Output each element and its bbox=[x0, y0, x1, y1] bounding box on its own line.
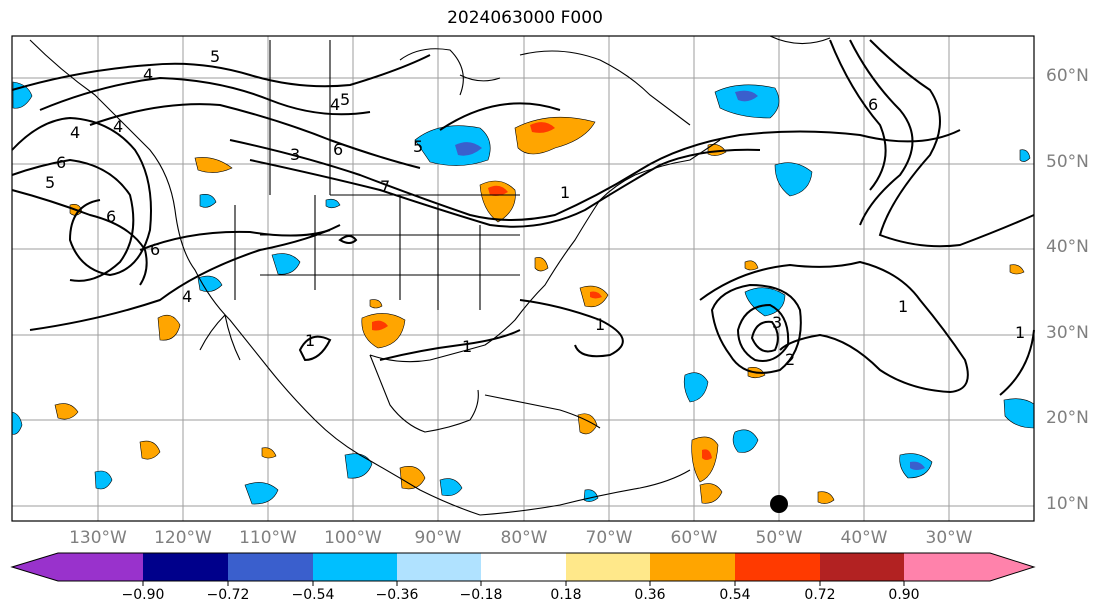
colorbar-tick-label: 0.90 bbox=[888, 587, 920, 603]
contour-label: 6 bbox=[150, 240, 160, 259]
lat-label: 20°N bbox=[1046, 408, 1089, 428]
colorbar-tick-label: 0.72 bbox=[804, 587, 836, 603]
contour-lines bbox=[11, 39, 1035, 396]
contour-label: 1 bbox=[560, 183, 570, 202]
contour-label: 6 bbox=[333, 140, 343, 159]
contour-label: 1 bbox=[462, 337, 472, 356]
lon-label: 30°W bbox=[925, 528, 973, 548]
lon-label: 50°W bbox=[755, 528, 803, 548]
contour-label: 4 bbox=[70, 123, 80, 142]
contour-label: 4 bbox=[182, 287, 192, 306]
graticule bbox=[12, 36, 1034, 521]
lon-label: 70°W bbox=[585, 528, 633, 548]
contour-label: 6 bbox=[868, 95, 878, 114]
contour-label: 4 bbox=[113, 117, 123, 136]
contour-label: 5 bbox=[210, 47, 220, 66]
contour-label: 5 bbox=[340, 90, 350, 109]
contour-label: 7 bbox=[380, 177, 390, 196]
colorbar-tick-label: −0.18 bbox=[459, 587, 503, 603]
colorbar-tick-label: 0.54 bbox=[719, 587, 751, 603]
contour-label: 3 bbox=[290, 145, 300, 164]
lat-label: 50°N bbox=[1046, 152, 1089, 172]
lon-label: 100°W bbox=[324, 528, 382, 548]
colorbar-tick-label: −0.36 bbox=[375, 587, 419, 603]
contour-label: 1 bbox=[1015, 323, 1025, 342]
map-frame bbox=[11, 35, 1035, 522]
lat-label: 10°N bbox=[1046, 494, 1089, 514]
lat-label: 40°N bbox=[1046, 237, 1089, 257]
colorbar-tick-label: −0.54 bbox=[291, 587, 335, 603]
contour-labels: 5 4 4 6 5 6 3 6 5 4 5 1 4 6 6 4 3 1 1 2 … bbox=[45, 47, 1025, 369]
contour-label: 1 bbox=[305, 331, 315, 350]
contour-label: 6 bbox=[106, 207, 116, 226]
lon-label: 40°W bbox=[840, 528, 888, 548]
contour-label: 6 bbox=[56, 153, 66, 172]
contour-label: 3 bbox=[772, 313, 782, 332]
lon-label: 130°W bbox=[69, 528, 127, 548]
contour-label: 1 bbox=[898, 297, 908, 316]
lon-label: 90°W bbox=[414, 528, 462, 548]
contour-label: 5 bbox=[45, 173, 55, 192]
map-background bbox=[12, 36, 1034, 521]
colorbar-tick-label: 0.18 bbox=[550, 587, 582, 603]
colorbar-extend-max bbox=[990, 553, 1034, 581]
lon-label: 110°W bbox=[239, 528, 297, 548]
colorbar-extend-min bbox=[12, 553, 58, 581]
map-title: 2024063000 F000 bbox=[447, 8, 603, 28]
black-dot-marker bbox=[770, 495, 788, 513]
coastlines bbox=[29, 35, 831, 516]
contour-label: 5 bbox=[413, 137, 423, 156]
lon-label: 120°W bbox=[154, 528, 212, 548]
colorbar-tick-label: −0.72 bbox=[206, 587, 250, 603]
colorbar-tick-label: 0.36 bbox=[634, 587, 666, 603]
filled-anomalies bbox=[11, 81, 1035, 505]
contour-label: 2 bbox=[785, 350, 795, 369]
lon-label: 80°W bbox=[500, 528, 548, 548]
colorbar bbox=[10, 552, 1036, 586]
lat-label: 30°N bbox=[1046, 323, 1089, 343]
contour-label: 4 bbox=[330, 95, 340, 114]
lat-label: 60°N bbox=[1046, 66, 1089, 86]
lon-label: 60°W bbox=[670, 528, 718, 548]
contour-label: 4 bbox=[143, 65, 153, 84]
contour-label: 1 bbox=[595, 315, 605, 334]
colorbar-tick-label: −0.90 bbox=[121, 587, 165, 603]
